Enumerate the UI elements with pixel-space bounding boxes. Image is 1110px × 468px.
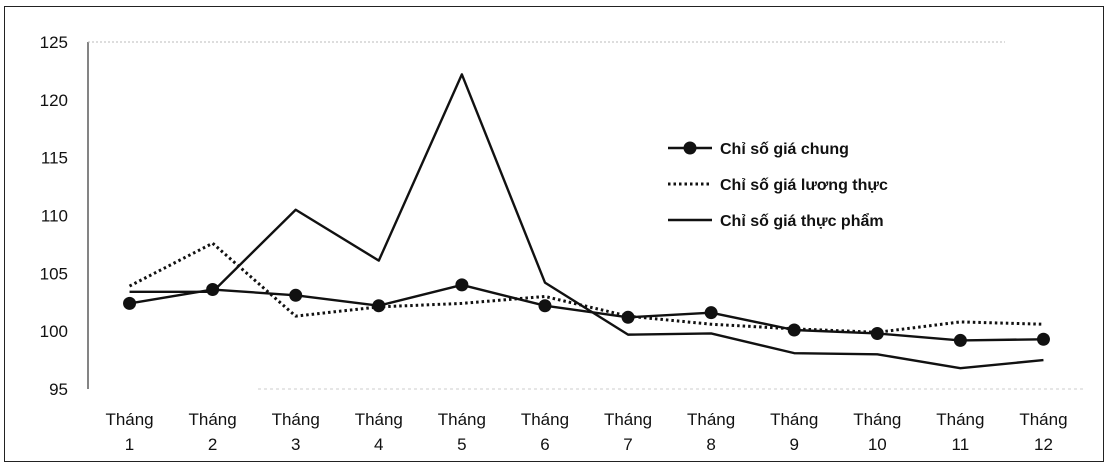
- series-point: [123, 296, 137, 310]
- y-tick-label: 125: [40, 33, 68, 52]
- x-tick-label: Tháng: [1019, 410, 1067, 429]
- x-tick-label: Tháng: [687, 410, 735, 429]
- x-tick-label-number: 11: [952, 435, 970, 454]
- x-tick-label-number: 5: [457, 435, 466, 454]
- series-line: [129, 283, 1044, 342]
- series-point: [704, 306, 718, 320]
- x-tick-label-number: 7: [623, 435, 632, 454]
- chart-axes: 95100105110115120125Tháng1Tháng2Tháng3Th…: [40, 33, 1085, 454]
- series-line: [128, 241, 1044, 334]
- x-tick-label: Tháng: [770, 410, 818, 429]
- x-tick-label-number: 9: [789, 435, 798, 454]
- x-tick-label-number: 1: [125, 435, 134, 454]
- x-tick-label: Tháng: [105, 410, 153, 429]
- x-tick-label: Tháng: [853, 410, 901, 429]
- y-tick-label: 115: [41, 149, 68, 168]
- series-point: [953, 333, 967, 347]
- legend-label: Chỉ số giá thực phẩm: [720, 212, 884, 230]
- chart-legend: Chỉ số giá chung Chỉ số giá lương thực Chỉ…: [668, 141, 888, 230]
- series-point: [538, 299, 552, 313]
- y-tick-label: 110: [41, 207, 68, 226]
- y-tick-label: 120: [40, 91, 68, 110]
- y-tick-label: 95: [49, 380, 68, 399]
- y-tick-label: 105: [40, 264, 68, 283]
- series-point: [206, 283, 220, 297]
- series-point: [455, 278, 469, 292]
- x-tick-label: Tháng: [521, 410, 569, 429]
- legend-marker: [683, 141, 697, 155]
- y-tick-label: 100: [40, 322, 68, 341]
- series-layer: [123, 73, 1050, 370]
- series-point: [1036, 332, 1050, 346]
- x-tick-label-number: 4: [374, 435, 383, 454]
- legend-label: Chỉ số giá lương thực: [720, 177, 888, 194]
- series-point: [289, 288, 303, 302]
- x-tick-label: Tháng: [189, 410, 237, 429]
- x-tick-label: Tháng: [604, 410, 652, 429]
- x-tick-label: Tháng: [272, 410, 320, 429]
- x-tick-label: Tháng: [936, 410, 984, 429]
- x-tick-label-number: 6: [540, 435, 549, 454]
- x-tick-label-number: 12: [1034, 435, 1053, 454]
- legend-label: Chỉ số giá chung: [720, 141, 849, 158]
- x-tick-label-number: 2: [208, 435, 217, 454]
- x-tick-label-number: 8: [706, 435, 715, 454]
- series-line: [129, 73, 1044, 370]
- series-point: [870, 326, 884, 340]
- x-tick-label: Tháng: [355, 410, 403, 429]
- x-tick-label-number: 3: [291, 435, 300, 454]
- x-tick-label-number: 10: [868, 435, 887, 454]
- chart-frame: [4, 6, 1104, 462]
- x-tick-label: Tháng: [438, 410, 486, 429]
